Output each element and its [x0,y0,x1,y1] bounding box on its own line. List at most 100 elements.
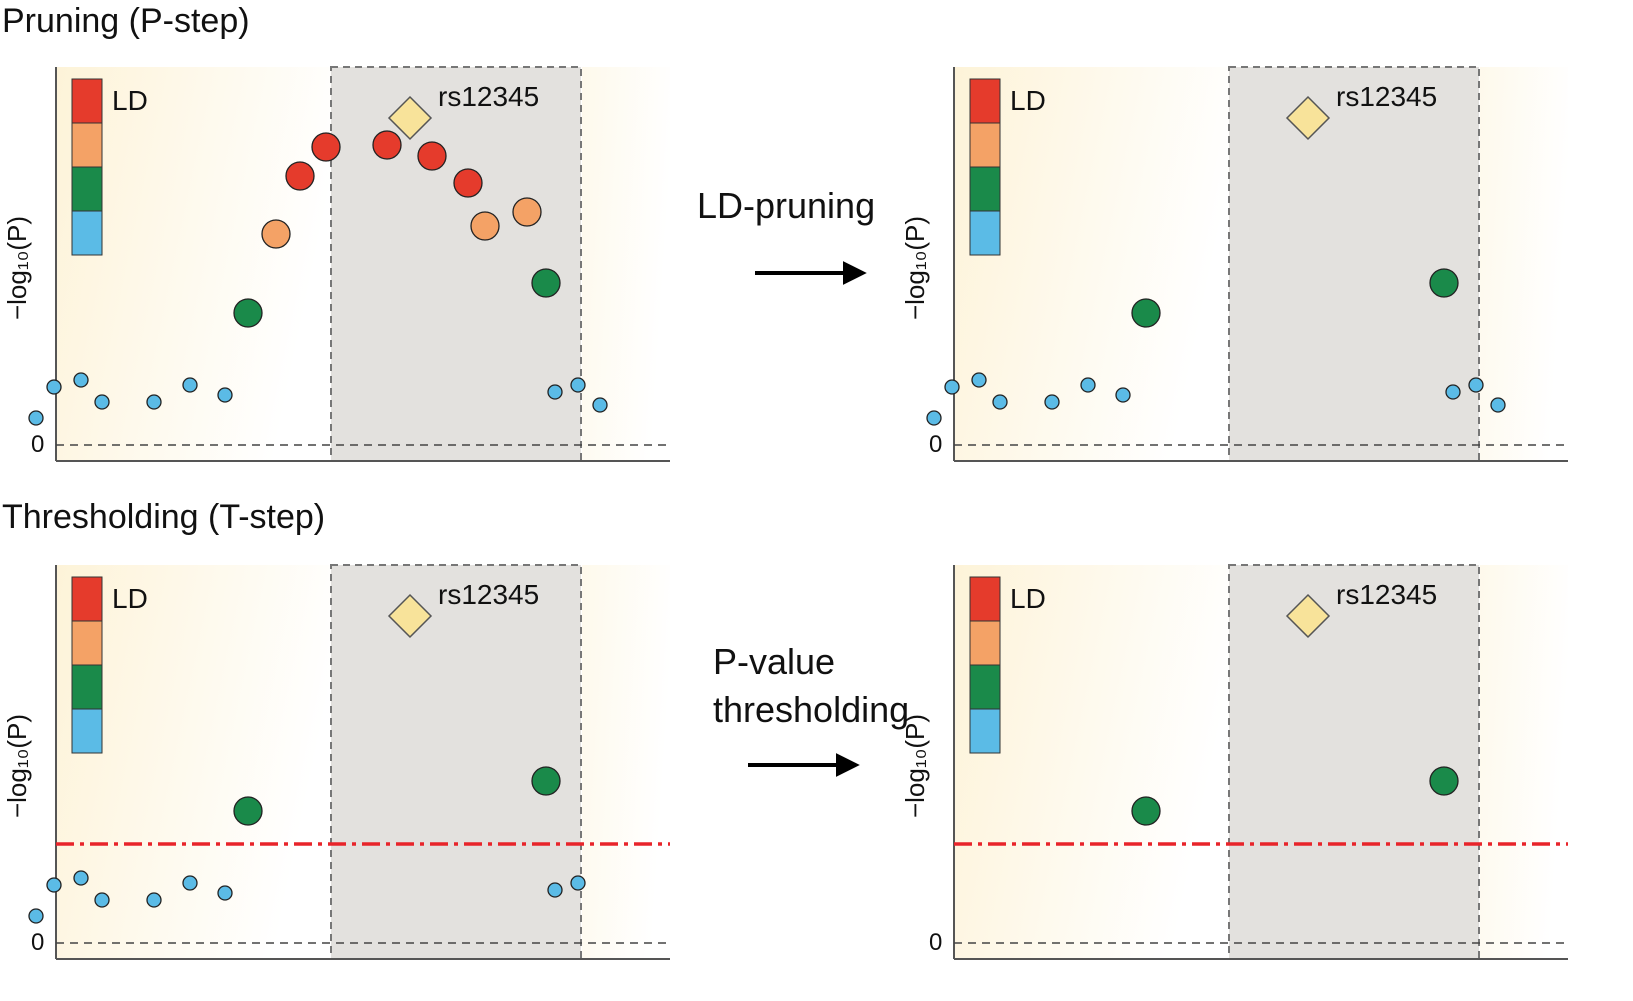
snp-point-low-ld-8 [547,882,563,898]
snp-point-low-ld-10 [592,397,608,413]
zero-label: 0 [929,929,942,956]
snp-point-low-ld-4 [94,394,110,410]
snp-point-low-ld-5 [1044,394,1060,410]
y-axis-label: −log₁₀(P) [2,216,32,320]
snp-point-low-ld-6 [1080,377,1096,393]
snp-point-low-ld-7 [217,885,233,901]
snp-point-high-ld-3 [372,130,402,160]
panel-thresholding-left: 0 −log₁₀(P) LD rs12345 [2,564,670,960]
arrow-pruning: LD-pruning [697,185,875,285]
zero-label: 0 [929,431,942,458]
ld-legend-swatch-1 [969,576,1001,622]
snp-point-independent-2 [531,268,561,298]
snp-point-independent-2 [1429,268,1459,298]
ld-legend-swatch-1 [969,78,1001,124]
section-title-thresholding: Thresholding (T-step) [2,498,325,536]
snp-point-low-ld-9 [570,875,586,891]
ld-legend-swatch-3 [969,166,1001,212]
ld-region-box [330,66,582,462]
snp-point-low-ld-10 [1490,397,1506,413]
snp-point-low-ld-5 [146,394,162,410]
snp-point-independent-1 [1131,298,1161,328]
ld-legend-swatch-3 [71,166,103,212]
snp-point-mid-ld-1 [261,219,291,249]
snp-point-low-ld-8 [547,384,563,400]
snp-point-low-ld-3 [73,870,89,886]
snp-point-independent-2 [531,766,561,796]
lead-snp-label: rs12345 [438,579,539,610]
arrow-label-thresholding-line-2: thresholding [713,689,909,730]
ld-legend-swatch-2 [71,620,103,666]
snp-point-low-ld-4 [992,394,1008,410]
ld-legend-label: LD [1010,85,1046,116]
snp-point-independent-1 [233,796,263,826]
ld-legend-swatch-2 [71,122,103,168]
snp-point-independent-1 [233,298,263,328]
snp-point-low-ld-3 [73,372,89,388]
ld-legend-label: LD [1010,583,1046,614]
ld-legend-swatch-1 [71,576,103,622]
y-axis-label: −log₁₀(P) [900,216,930,320]
snp-point-low-ld-2 [944,379,960,395]
section-title-pruning: Pruning (P-step) [2,2,250,40]
ld-legend-label: LD [112,85,148,116]
snp-point-low-ld-4 [94,892,110,908]
ld-legend-swatch-3 [969,664,1001,710]
panel-pruning-right: 0 −log₁₀(P) LD rs12345 [900,66,1568,462]
snp-point-independent-2 [1429,766,1459,796]
arrow-label-pruning-line-1: LD-pruning [697,185,875,226]
lead-snp-marker [387,593,433,639]
snp-point-low-ld-6 [182,377,198,393]
snp-point-low-ld-9 [570,377,586,393]
arrow-thresholding: P-value thresholding [713,641,909,777]
zero-label: 0 [31,929,44,956]
snp-point-high-ld-1 [285,161,315,191]
lead-snp-label: rs12345 [1336,81,1437,112]
ld-legend-swatch-3 [71,664,103,710]
ld-legend-swatch-4 [969,708,1001,754]
snp-point-mid-ld-3 [512,197,542,227]
snp-point-low-ld-7 [1115,387,1131,403]
ld-legend-swatch-4 [969,210,1001,256]
panel-background-right [582,565,670,959]
snp-point-low-ld-9 [1468,377,1484,393]
y-axis-label: −log₁₀(P) [900,714,930,818]
lead-snp-marker [1285,593,1331,639]
panel-pruning-left: 0 −log₁₀(P) LD rs12345 [2,66,670,462]
ld-legend-swatch-1 [71,78,103,124]
ld-legend-swatch-4 [71,708,103,754]
snp-point-high-ld-4 [417,141,447,171]
snp-point-low-ld-1 [28,908,44,924]
snp-point-low-ld-7 [217,387,233,403]
snp-point-low-ld-8 [1445,384,1461,400]
ld-legend-swatch-2 [969,620,1001,666]
snp-point-high-ld-5 [453,168,483,198]
ld-legend-label: LD [112,583,148,614]
ld-legend-swatch-4 [71,210,103,256]
ld-region-box [1228,66,1480,462]
zero-label: 0 [31,431,44,458]
snp-point-low-ld-3 [971,372,987,388]
lead-snp-label: rs12345 [1336,579,1437,610]
ld-region-box [330,564,582,960]
snp-point-low-ld-1 [926,410,942,426]
lead-snp-marker [1285,95,1331,141]
snp-point-low-ld-6 [182,875,198,891]
snp-point-low-ld-2 [46,877,62,893]
panel-background-right [1480,565,1568,959]
snp-point-high-ld-2 [311,132,341,162]
snp-point-low-ld-2 [46,379,62,395]
panel-background-right [1480,67,1568,461]
lead-snp-label: rs12345 [438,81,539,112]
ld-legend-swatch-2 [969,122,1001,168]
snp-point-low-ld-1 [28,410,44,426]
panel-background-right [582,67,670,461]
ld-region-box [1228,564,1480,960]
snp-point-mid-ld-2 [470,211,500,241]
snp-point-independent-1 [1131,796,1161,826]
panels: 0 −log₁₀(P) LD rs12345 0 −log₁₀(P) LD rs12345 0 −… [2,66,1568,960]
y-axis-label: −log₁₀(P) [2,714,32,818]
lead-snp-marker [387,95,433,141]
arrow-label-thresholding-line-1: P-value [713,641,835,682]
